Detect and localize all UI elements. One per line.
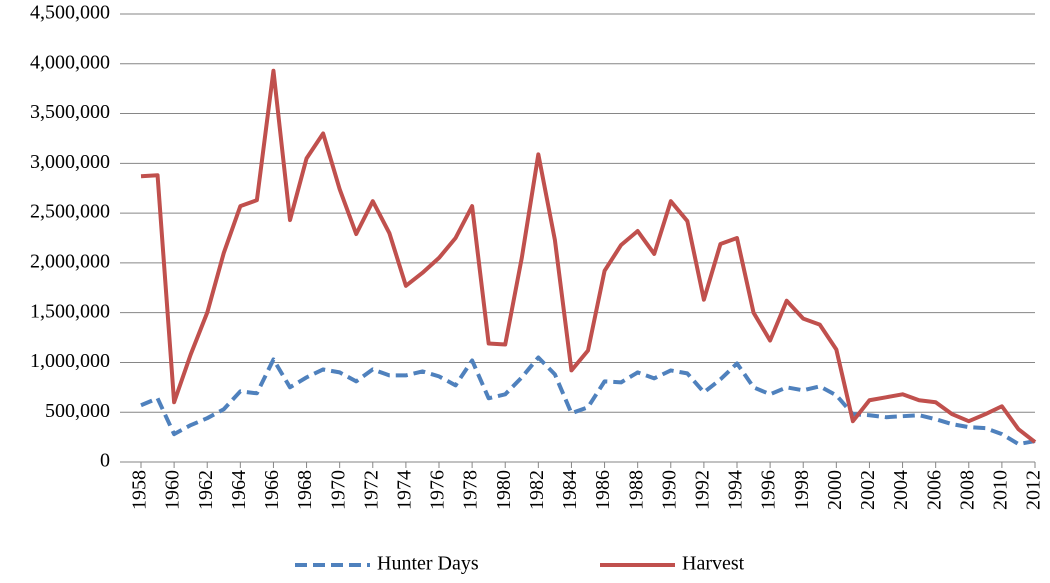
x-tick-label: 1958 — [129, 470, 151, 510]
x-tick-label: 1998 — [791, 470, 813, 510]
x-tick-label: 1988 — [625, 470, 647, 510]
y-tick-label: 1,000,000 — [30, 350, 110, 372]
y-tick-label: 2,500,000 — [30, 201, 110, 223]
y-tick-label: 3,500,000 — [30, 101, 110, 123]
x-tick-label: 1962 — [195, 470, 217, 510]
x-tick-label: 1972 — [360, 470, 382, 510]
y-tick-label: 0 — [100, 450, 110, 472]
y-tick-label: 3,000,000 — [30, 151, 110, 173]
x-tick-label: 1978 — [460, 470, 482, 510]
x-tick-label: 2004 — [890, 470, 912, 510]
x-tick-label: 1982 — [526, 470, 548, 510]
legend-label: Hunter Days — [377, 553, 479, 575]
x-tick-label: 2008 — [956, 470, 978, 510]
legend-label: Harvest — [682, 553, 745, 575]
x-tick-label: 1974 — [393, 470, 415, 510]
x-tick-label: 1970 — [327, 470, 349, 510]
y-tick-label: 4,000,000 — [30, 51, 110, 73]
x-tick-label: 1990 — [658, 470, 680, 510]
x-tick-label: 1964 — [228, 470, 250, 510]
x-tick-label: 1966 — [261, 470, 283, 510]
y-tick-label: 1,500,000 — [30, 300, 110, 322]
x-tick-label: 2002 — [857, 470, 879, 510]
x-tick-label: 1968 — [294, 470, 316, 510]
data-line — [140, 355, 1036, 447]
x-tick-label: 2000 — [824, 470, 846, 510]
data-line — [140, 68, 1037, 444]
x-tick-label: 2010 — [989, 470, 1011, 510]
x-tick-label: 1980 — [493, 470, 515, 510]
x-tick-label: 1996 — [758, 470, 780, 510]
x-tick-label: 1994 — [725, 470, 747, 510]
y-tick-label: 2,000,000 — [30, 250, 110, 272]
x-tick-label: 1986 — [592, 470, 614, 510]
x-tick-label: 2006 — [923, 470, 945, 510]
x-tick-label: 1992 — [691, 470, 713, 510]
x-tick-label: 1960 — [162, 470, 184, 510]
x-tick-label: 1984 — [559, 470, 581, 510]
x-tick-label: 1976 — [427, 470, 449, 510]
y-tick-label: 4,500,000 — [30, 2, 110, 24]
x-tick-label: 2012 — [1023, 470, 1045, 510]
y-tick-label: 500,000 — [45, 400, 110, 422]
